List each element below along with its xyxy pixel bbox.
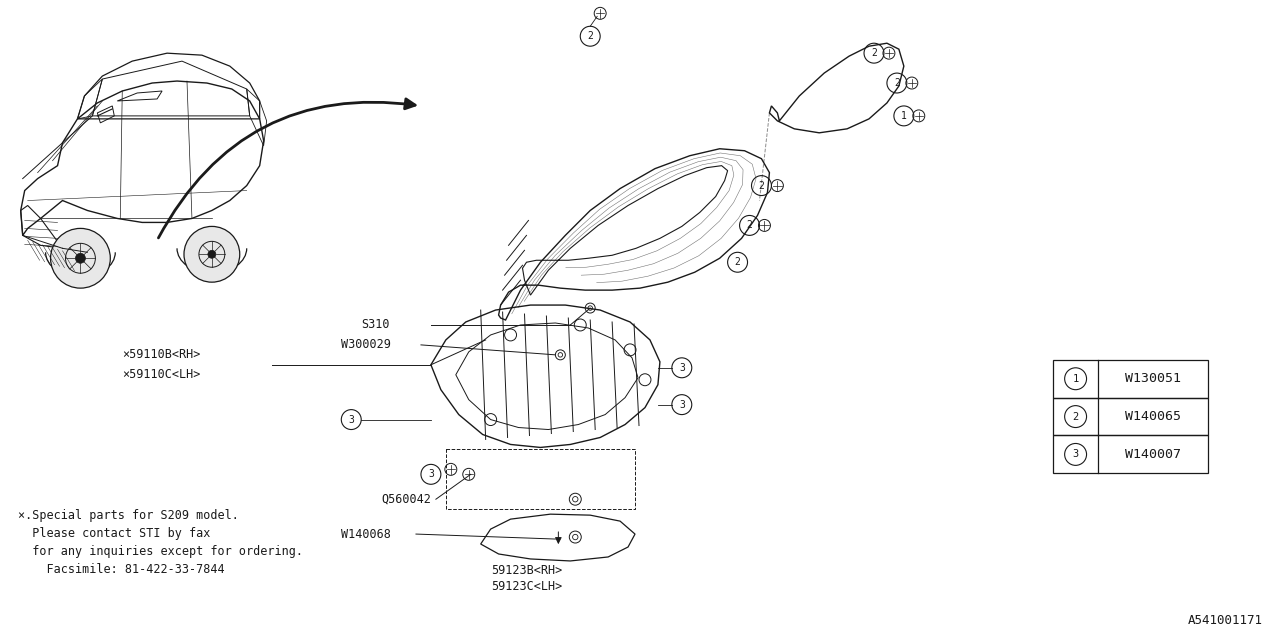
Text: 2: 2 <box>759 180 764 191</box>
Text: ×59110C<LH>: ×59110C<LH> <box>123 368 201 381</box>
Text: 2: 2 <box>872 48 877 58</box>
Bar <box>1053 435 1207 474</box>
Text: A541001171: A541001171 <box>1188 614 1262 627</box>
Text: 59123C<LH>: 59123C<LH> <box>490 580 562 593</box>
Bar <box>1053 397 1207 435</box>
Text: W140007: W140007 <box>1125 448 1180 461</box>
Circle shape <box>51 228 110 288</box>
Text: 2: 2 <box>588 31 593 41</box>
Bar <box>1053 360 1207 397</box>
Text: 2: 2 <box>893 78 900 88</box>
Text: 2: 2 <box>735 257 741 268</box>
Text: S310: S310 <box>361 319 389 332</box>
Text: 2: 2 <box>746 220 753 230</box>
Text: Please contact STI by fax: Please contact STI by fax <box>18 527 210 540</box>
Text: 2: 2 <box>1073 412 1079 422</box>
Text: 1: 1 <box>1073 374 1079 384</box>
Circle shape <box>76 253 86 263</box>
Text: 1: 1 <box>901 111 906 121</box>
Text: Q560042: Q560042 <box>381 493 431 506</box>
FancyArrowPatch shape <box>159 99 415 238</box>
Text: W140065: W140065 <box>1125 410 1180 423</box>
Text: 3: 3 <box>348 415 355 424</box>
Text: ×59110B<RH>: ×59110B<RH> <box>123 348 201 362</box>
Text: Facsimile: 81-422-33-7844: Facsimile: 81-422-33-7844 <box>18 563 224 576</box>
Text: 3: 3 <box>1073 449 1079 460</box>
Text: W130051: W130051 <box>1125 372 1180 385</box>
Text: W140068: W140068 <box>342 527 392 541</box>
Text: 3: 3 <box>428 469 434 479</box>
Text: 3: 3 <box>678 363 685 372</box>
Text: 59123B<RH>: 59123B<RH> <box>490 564 562 577</box>
Text: W300029: W300029 <box>342 339 392 351</box>
Text: for any inquiries except for ordering.: for any inquiries except for ordering. <box>18 545 302 558</box>
Circle shape <box>207 250 216 259</box>
Circle shape <box>184 227 239 282</box>
Text: 3: 3 <box>678 399 685 410</box>
Text: ×.Special parts for S209 model.: ×.Special parts for S209 model. <box>18 509 238 522</box>
